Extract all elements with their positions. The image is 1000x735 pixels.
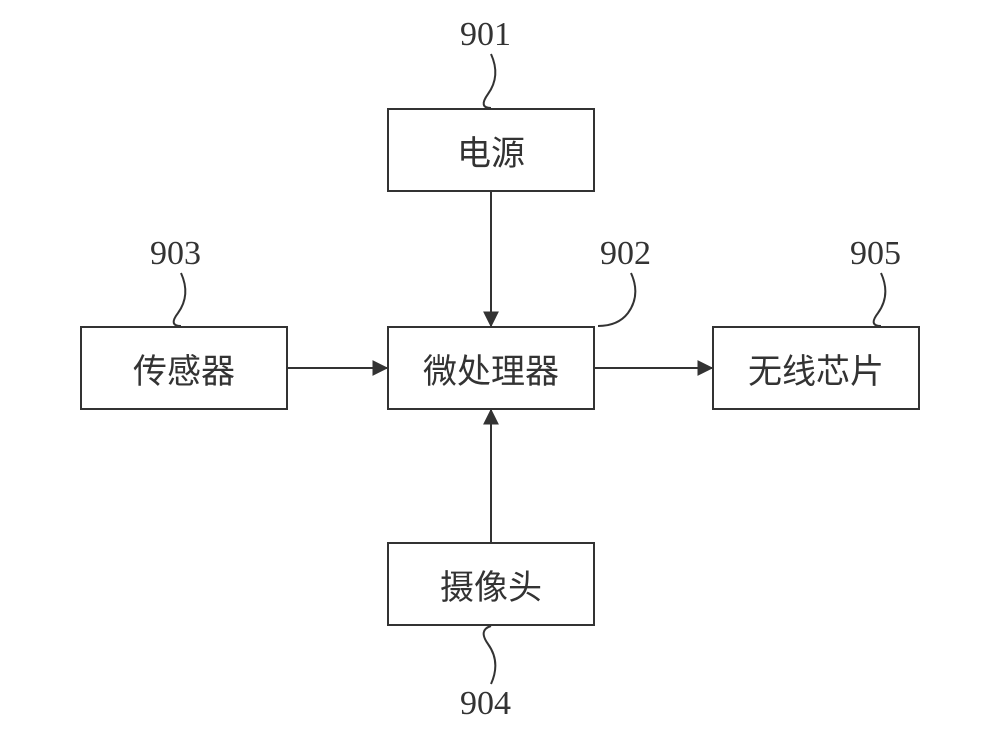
node-camera: 摄像头 xyxy=(387,542,595,626)
leader-sensor xyxy=(174,273,186,326)
node-sensor-label: 传感器 xyxy=(133,344,235,393)
node-camera-label: 摄像头 xyxy=(440,560,542,609)
node-wireless-label: 无线芯片 xyxy=(748,344,884,393)
ref-label-power: 901 xyxy=(460,16,511,54)
node-power: 电源 xyxy=(387,108,595,192)
leader-wireless xyxy=(874,273,886,326)
node-cpu: 微处理器 xyxy=(387,326,595,410)
diagram-canvas: 电源 微处理器 传感器 摄像头 无线芯片 901 902 903 904 905 xyxy=(0,0,1000,735)
node-sensor: 传感器 xyxy=(80,326,288,410)
node-cpu-label: 微处理器 xyxy=(423,344,559,393)
ref-label-sensor: 903 xyxy=(150,235,201,273)
node-wireless: 无线芯片 xyxy=(712,326,920,410)
node-power-label: 电源 xyxy=(457,126,525,175)
ref-label-cpu: 902 xyxy=(600,235,651,273)
leader-camera xyxy=(484,626,496,684)
ref-label-wireless: 905 xyxy=(850,235,901,273)
leader-power xyxy=(484,54,496,108)
leader-cpu xyxy=(598,273,635,326)
ref-label-camera: 904 xyxy=(460,685,511,723)
